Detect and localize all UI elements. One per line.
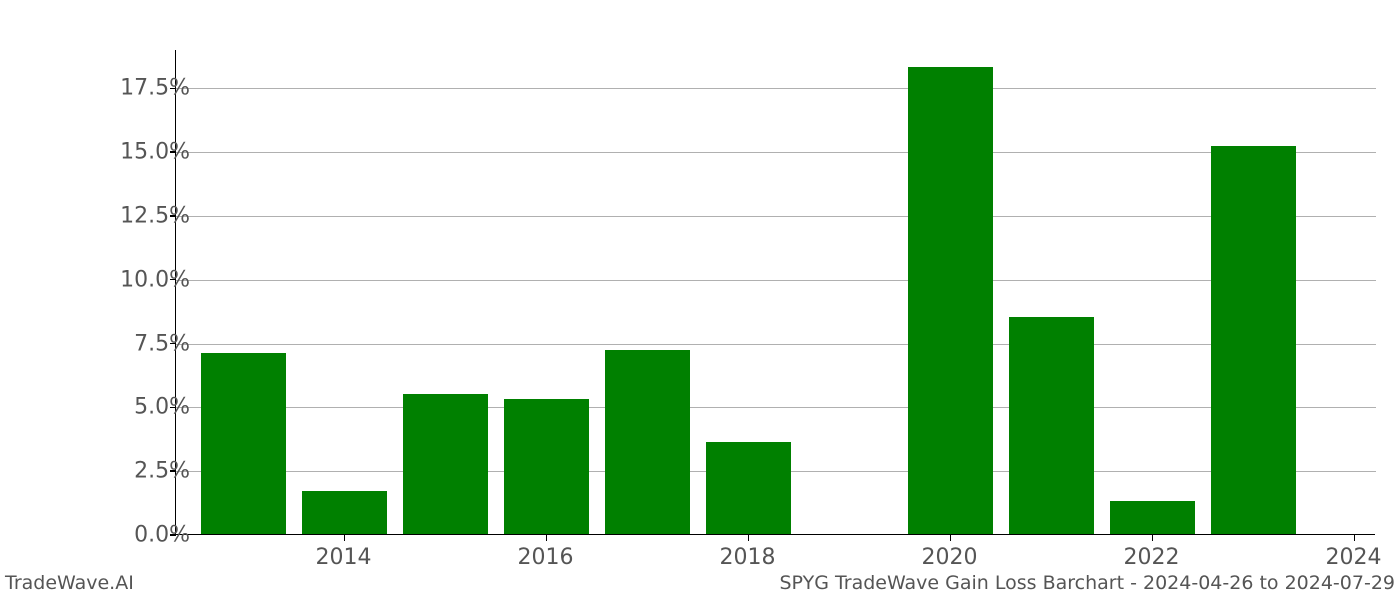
x-tick-mark [546, 535, 548, 541]
plot-area [175, 50, 1375, 535]
bar-2020 [908, 67, 993, 534]
x-tick-label: 2024 [1326, 545, 1382, 570]
bar-2022 [1110, 501, 1195, 534]
y-tick-label: 17.5% [90, 76, 190, 101]
gridline [176, 88, 1376, 89]
gridline [176, 152, 1376, 153]
footer-left-text: TradeWave.AI [5, 572, 134, 594]
y-tick-label: 2.5% [90, 459, 190, 484]
x-tick-mark [1354, 535, 1356, 541]
x-tick-mark [950, 535, 952, 541]
bar-2023 [1211, 146, 1296, 534]
gridline [176, 280, 1376, 281]
footer-right-text: SPYG TradeWave Gain Loss Barchart - 2024… [779, 572, 1395, 594]
x-tick-mark [344, 535, 346, 541]
x-tick-label: 2020 [922, 545, 978, 570]
gridline [176, 216, 1376, 217]
bar-2014 [302, 491, 387, 534]
y-tick-label: 5.0% [90, 395, 190, 420]
y-tick-label: 12.5% [90, 203, 190, 228]
bar-2013 [201, 353, 286, 534]
bar-2015 [403, 394, 488, 534]
x-tick-label: 2016 [518, 545, 574, 570]
y-tick-label: 0.0% [90, 523, 190, 548]
y-tick-label: 7.5% [90, 331, 190, 356]
x-tick-label: 2022 [1124, 545, 1180, 570]
x-tick-mark [748, 535, 750, 541]
bar-2016 [504, 399, 589, 534]
gridline [176, 407, 1376, 408]
x-tick-label: 2018 [720, 545, 776, 570]
y-tick-label: 10.0% [90, 267, 190, 292]
chart-container [175, 50, 1375, 535]
bar-2021 [1009, 317, 1094, 534]
gridline [176, 344, 1376, 345]
bar-2017 [605, 350, 690, 534]
x-tick-label: 2014 [316, 545, 372, 570]
y-tick-label: 15.0% [90, 140, 190, 165]
x-tick-mark [1152, 535, 1154, 541]
bar-2018 [706, 442, 791, 534]
